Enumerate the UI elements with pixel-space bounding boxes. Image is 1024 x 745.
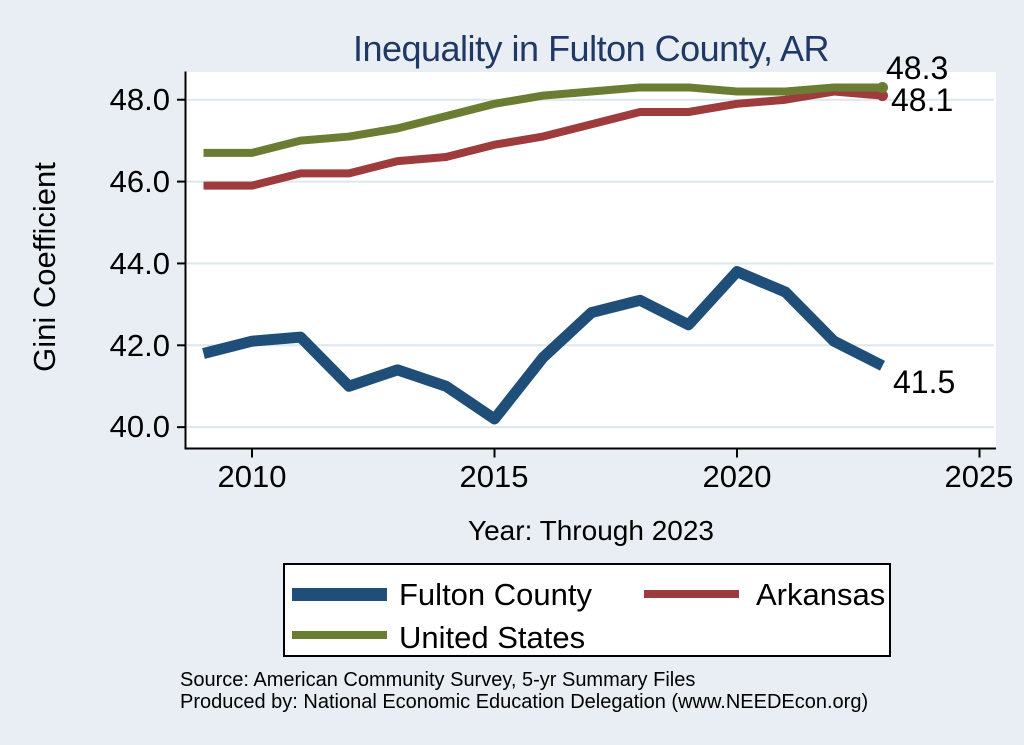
chart-title: Inequality in Fulton County, AR	[352, 28, 830, 69]
x-tick-label-2015: 2015	[459, 459, 529, 494]
legend: Fulton County Arkansas United States	[283, 563, 891, 657]
legend-label-fulton-county: Fulton County	[399, 577, 592, 612]
produced-by-note: Produced by: National Economic Education…	[180, 691, 869, 713]
source-note: Source: American Community Survey, 5-yr …	[180, 669, 696, 691]
legend-label-united-states: United States	[399, 620, 586, 655]
end-value-label-arkansas: 48.1	[891, 82, 954, 118]
y-tick-label-44: 44.0	[109, 246, 170, 281]
legend-label-arkansas: Arkansas	[756, 577, 886, 612]
x-tick-label-2010: 2010	[217, 459, 287, 494]
y-tick-label-46: 46.0	[109, 164, 170, 199]
y-tick-label-40: 40.0	[109, 409, 170, 444]
end-value-label-united-states: 48.3	[886, 50, 949, 86]
x-tick-label-2020: 2020	[702, 459, 772, 494]
x-axis-title: Year: Through 2023	[468, 515, 714, 546]
y-tick-label-42: 42.0	[109, 328, 170, 363]
plot-area	[186, 72, 996, 449]
x-tick-label-2025: 2025	[944, 459, 1014, 494]
legend-swatch-fulton-county	[292, 588, 387, 601]
end-value-label-fulton-county: 41.5	[893, 364, 956, 400]
y-tick-label-48: 48.0	[109, 82, 170, 117]
legend-swatch-arkansas	[644, 590, 739, 598]
legend-swatch-united-states	[292, 631, 387, 639]
y-axis-title: Gini Coefficient	[27, 162, 62, 372]
